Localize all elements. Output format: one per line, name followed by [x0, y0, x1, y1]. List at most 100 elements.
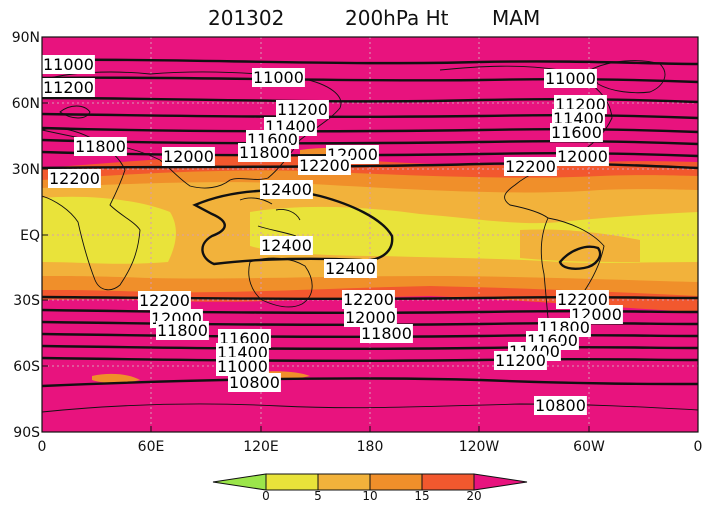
coast-antarctica	[42, 403, 698, 413]
lat-label: EQ	[20, 228, 40, 244]
svg-text:11200: 11200	[495, 351, 546, 370]
title-date: 201302	[208, 6, 284, 30]
contour-label: 12200	[298, 156, 351, 175]
colorbar-tick-label: 10	[362, 489, 377, 503]
svg-text:12200: 12200	[139, 291, 190, 310]
svg-text:11800: 11800	[361, 324, 412, 343]
contour-line	[42, 344, 698, 351]
contour-label: 11000	[252, 68, 305, 87]
contour-label: 11600	[550, 123, 603, 142]
contour-label: 11200	[42, 78, 95, 97]
svg-text:10800: 10800	[229, 373, 280, 392]
contour-label: 12200	[342, 290, 395, 309]
contour-label: 11800	[156, 321, 209, 340]
coast-britain	[59, 105, 91, 119]
coast-australia	[248, 257, 313, 308]
colorbar-tick-label: 5	[314, 489, 322, 503]
svg-text:11200: 11200	[43, 78, 94, 97]
contour-label: 11800	[360, 324, 413, 343]
contour-line	[42, 112, 698, 120]
title-field: 200hPa Ht	[345, 6, 449, 30]
svg-text:12400: 12400	[261, 180, 312, 199]
lat-label: 90N	[12, 30, 40, 46]
lon-label: 120E	[243, 439, 279, 455]
contour-label: 11800	[74, 137, 127, 156]
shade-orange-patch-2	[92, 373, 140, 383]
svg-text:11000: 11000	[253, 68, 304, 87]
svg-text:11000: 11000	[545, 69, 596, 88]
lon-label: 60W	[573, 439, 605, 455]
coast-indonesia	[239, 197, 301, 237]
lat-label: 90S	[13, 425, 40, 441]
svg-text:12200: 12200	[299, 156, 350, 175]
lat-label: 60N	[12, 96, 40, 112]
contour-label: 12200	[48, 169, 101, 188]
contour-label: 11000	[544, 69, 597, 88]
svg-text:12200: 12200	[343, 290, 394, 309]
contour-label: 11000	[42, 55, 95, 74]
lat-label: 30N	[12, 162, 40, 178]
contour-line	[42, 58, 698, 66]
lat-label: 30S	[13, 293, 40, 309]
colorbar-segment	[212, 473, 267, 491]
title-season: MAM	[492, 6, 540, 30]
colorbar-segment	[265, 473, 319, 491]
svg-text:12000: 12000	[163, 147, 214, 166]
contour-label: 12400	[324, 259, 377, 278]
axis-ticks	[42, 36, 590, 433]
contour-line	[42, 162, 698, 170]
contour-label: 11200	[494, 351, 547, 370]
svg-text:12200: 12200	[557, 290, 608, 309]
colorbar-segment	[317, 473, 371, 491]
colorbar-tick-label: 15	[414, 489, 429, 503]
svg-text:10800: 10800	[535, 396, 586, 415]
svg-text:12000: 12000	[345, 308, 396, 327]
contour-label: 12000	[556, 147, 609, 166]
svg-text:12400: 12400	[261, 236, 312, 255]
contour-line	[42, 126, 698, 134]
contour-label: 12400	[260, 180, 313, 199]
colorbar: 0 5 10 15 20	[212, 473, 528, 503]
svg-text:11000: 11000	[217, 357, 268, 376]
lon-label: 180	[357, 439, 384, 455]
contour-label: 11200	[276, 100, 329, 119]
svg-text:12200: 12200	[49, 169, 100, 188]
svg-text:11000: 11000	[43, 55, 94, 74]
svg-text:11800: 11800	[239, 143, 290, 162]
lon-label: 0	[38, 439, 47, 455]
contour-line	[42, 96, 698, 104]
lon-label: 60E	[138, 439, 165, 455]
contour-label: 12200	[556, 290, 609, 309]
shade-lightorange-patch	[520, 229, 640, 262]
contour-line	[42, 138, 698, 146]
colorbar-tick-label: 0	[262, 489, 270, 503]
contour-labels: 11000 11200 11000 11200 11400 11600 1180…	[42, 55, 623, 415]
contour-label: 10800	[228, 373, 281, 392]
svg-text:11600: 11600	[551, 123, 602, 142]
lon-labels: 0 60E 120E 180 120W 60W 0	[38, 439, 703, 455]
colorbar-segment	[369, 473, 423, 491]
lat-label: 60S	[13, 359, 40, 375]
svg-text:12200: 12200	[505, 157, 556, 176]
contour-label: 11800	[238, 143, 291, 162]
contour-line	[42, 356, 698, 363]
svg-text:11800: 11800	[157, 321, 208, 340]
lon-label: 0	[694, 439, 703, 455]
contour-label: 10800	[534, 396, 587, 415]
colorbar-segment	[473, 473, 528, 491]
lon-label: 120W	[459, 439, 500, 455]
svg-text:12000: 12000	[557, 147, 608, 166]
svg-text:12400: 12400	[325, 259, 376, 278]
colorbar-tick-label: 20	[466, 489, 481, 503]
contour-line	[42, 76, 698, 84]
contour-label: 12400	[260, 236, 313, 255]
contour-line	[42, 150, 698, 158]
contour-line	[42, 377, 698, 388]
contour-label: 12000	[344, 308, 397, 327]
contour-label: 11000	[216, 357, 269, 376]
contour-label: 12000	[162, 147, 215, 166]
shade-yellow-africa	[42, 196, 176, 264]
colorbar-segment	[421, 473, 475, 491]
contour-label: 12200	[138, 291, 191, 310]
